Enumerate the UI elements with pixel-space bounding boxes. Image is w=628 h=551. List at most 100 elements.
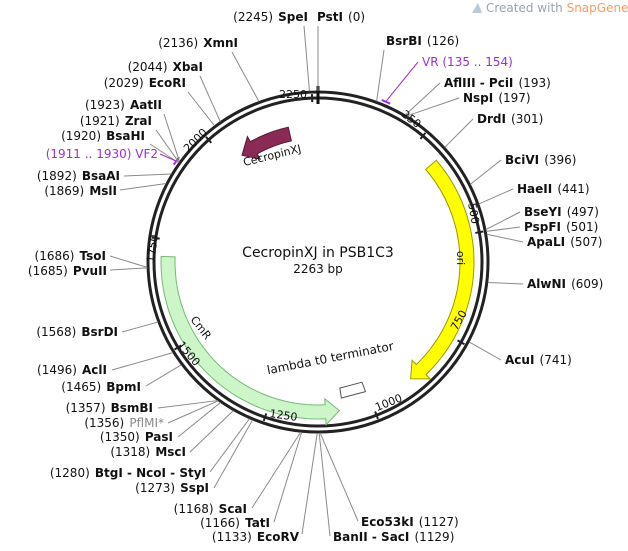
snapgene-watermark: Created with SnapGene™ xyxy=(472,1,628,15)
leader-afliii-pcii xyxy=(404,82,441,116)
site-label-pasi: (1350) PasI xyxy=(100,426,173,445)
site-label-bsaai: (1892) BsaAI xyxy=(37,165,120,184)
site-label-drdi: DrdI (301) xyxy=(477,108,543,127)
site-label-bsahi: (1920) BsaHI xyxy=(61,125,145,144)
site-label-aatii: (1923) AatII xyxy=(85,94,162,113)
site-label-bsrbi: BsrBI (126) xyxy=(386,30,459,49)
leader-xmni xyxy=(231,51,260,102)
leader-acli xyxy=(111,352,174,371)
site-label-acli: (1496) AclI xyxy=(37,359,107,378)
feature-cmr-arrow xyxy=(160,255,341,427)
leader-primer-vf2 xyxy=(159,153,177,162)
watermark-brand: SnapGene™ xyxy=(567,1,628,15)
leader-ecori xyxy=(187,91,215,127)
primer-label-vr: VR (135 .. 154) xyxy=(422,55,513,69)
leader-bpmi xyxy=(145,364,182,387)
site-label-msli: (1869) MslI xyxy=(44,180,117,199)
tick-mark-1500 xyxy=(174,344,182,351)
feature-ori-arrow xyxy=(410,159,475,380)
leader-spei xyxy=(303,25,310,92)
leader-pasi xyxy=(177,402,221,438)
leader-scai xyxy=(251,431,302,509)
leader-bsaai xyxy=(123,173,172,177)
site-label-tati: (1166) TatI xyxy=(200,512,270,531)
site-label-spei: (2245) SpeI xyxy=(233,6,308,25)
site-label-alwni: AlwNI (609) xyxy=(527,273,603,292)
primer-label-vf2: (1911 .. 1930) VF2 xyxy=(46,147,158,161)
feature-label-ori: ori xyxy=(454,251,467,265)
leader-zrai xyxy=(155,129,180,163)
tick-label-2250: 2250 xyxy=(279,88,307,101)
leader-drdi xyxy=(444,118,474,148)
leader-banii-saci xyxy=(318,432,331,537)
tick-mark-1750 xyxy=(151,236,160,240)
leader-pflmi xyxy=(167,400,219,424)
plasmid-name: CecropinXJ in PSB1C3 xyxy=(242,245,394,261)
tick-mark-750 xyxy=(457,339,465,346)
site-label-haeii: HaeII (441) xyxy=(517,178,590,197)
leader-btgi-ncoi-styi xyxy=(209,418,250,473)
feature-cecropinxj-arrow xyxy=(241,126,292,160)
site-leader-lines xyxy=(109,25,524,537)
snapgene-logo-icon xyxy=(472,3,482,13)
leader-pvuii xyxy=(109,267,148,271)
site-label-psti: PstI (0) xyxy=(317,6,365,25)
leader-bsrdi xyxy=(121,321,159,333)
feature-lambda-t0-terminator-box xyxy=(339,381,367,399)
plasmid-size: 2263 bp xyxy=(293,262,343,276)
site-label-scai: (1168) ScaI xyxy=(174,498,247,517)
tick-label-1750: 1750 xyxy=(144,234,161,264)
leader-bcivi xyxy=(470,159,502,185)
site-label-afliii-pcii: AflIII - PciI (193) xyxy=(444,72,551,91)
leader-tati xyxy=(273,432,303,523)
leader-ecorv xyxy=(301,432,318,535)
tick-mark-2000 xyxy=(205,136,213,144)
tick-mark-250 xyxy=(419,132,427,140)
site-label-msci: (1318) MscI xyxy=(110,441,186,460)
svg-text:Created with SnapGene™: Created with SnapGene™ xyxy=(486,1,628,15)
site-label-bseyi: BseYI (497) xyxy=(524,201,599,220)
tick-mark-1250 xyxy=(262,413,268,422)
site-label-pvuii: (1685) PvuII xyxy=(28,260,107,279)
site-label-eco53ki: Eco53kI (1127) xyxy=(361,511,459,530)
leader-haeii xyxy=(478,188,514,205)
site-label-bsmbi: (1357) BsmBI xyxy=(66,397,153,416)
leader-sspi xyxy=(213,419,253,489)
leader-acui xyxy=(468,341,502,361)
site-label-ecori: (2029) EcoRI xyxy=(104,72,186,91)
site-label-xmni: (2136) XmnI xyxy=(158,32,238,51)
watermark-prefix: Created with xyxy=(486,1,567,15)
site-label-tsoi: (1686) TsoI xyxy=(35,245,106,264)
leader-bsrbi xyxy=(376,49,385,102)
site-label-apali: ApaLI (507) xyxy=(527,231,602,250)
site-label-sspi: (1273) SspI xyxy=(135,477,209,496)
leader-nspi xyxy=(406,97,460,117)
leader-bsmbi xyxy=(157,400,218,409)
tick-label-1250: 1250 xyxy=(269,407,299,424)
site-label-bcivi: BciVI (396) xyxy=(505,149,577,168)
site-label-banii-saci: BanII - SacI (1129) xyxy=(333,526,454,545)
site-label-nspi: NspI (197) xyxy=(463,87,531,106)
site-label-xbai: (2044) XbaI xyxy=(128,56,203,75)
leader-pspfi xyxy=(486,226,521,232)
site-label-acui: AcuI (741) xyxy=(505,349,572,368)
leader-msli xyxy=(119,183,167,191)
features xyxy=(160,99,475,427)
tick-mark-1000 xyxy=(374,411,379,420)
leader-tsoi xyxy=(109,255,148,268)
feature-label-lambda-t0-terminator: lambda t0 terminator xyxy=(266,339,395,377)
site-label-bpmi: (1465) BpmI xyxy=(61,376,141,395)
site-label-zrai: (1921) ZraI xyxy=(80,110,152,129)
leader-bseyi xyxy=(485,211,521,231)
leader-primer-vr xyxy=(385,61,419,103)
leader-apali xyxy=(486,233,524,243)
leader-msci xyxy=(189,410,234,453)
leader-alwni xyxy=(487,281,524,285)
tick-mark-500 xyxy=(475,230,484,234)
site-label-bsrdi: (1568) BsrDI xyxy=(36,321,118,340)
tick-label-500: 500 xyxy=(465,202,481,225)
leader-xbai xyxy=(199,75,221,122)
site-label-ecorv: (1133) EcoRV xyxy=(212,526,300,545)
site-label-pflmi: (1356) PflMI* xyxy=(84,412,164,431)
